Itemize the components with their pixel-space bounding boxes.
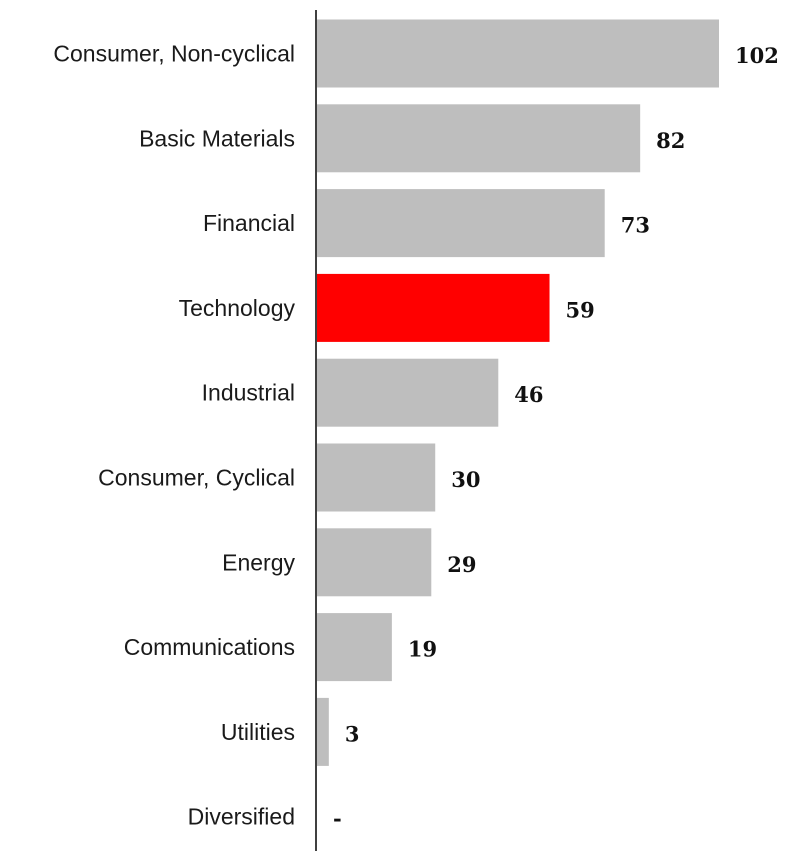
category-label-utilities: Utilities	[221, 719, 295, 745]
value-label-basic-materials: 82	[656, 128, 685, 153]
bar-communications	[317, 613, 392, 682]
category-label-technology: Technology	[179, 295, 296, 321]
category-label-basic-materials: Basic Materials	[139, 125, 295, 151]
value-label-utilities: 3	[345, 721, 360, 746]
value-label-industrial: 46	[514, 382, 543, 407]
value-label-energy: 29	[447, 552, 476, 577]
category-label-industrial: Industrial	[202, 380, 295, 406]
bar-energy	[317, 528, 432, 597]
bar-financial	[317, 189, 605, 258]
value-label-technology: 59	[566, 297, 595, 322]
category-labels-group: Consumer, Non-cyclical Basic Materials Fin…	[53, 41, 295, 830]
bar-technology	[317, 273, 550, 342]
category-label-energy: Energy	[222, 549, 295, 575]
bar-consumer-non-cyclical	[317, 19, 719, 88]
value-labels-group: 102 82 73 59 46 30 29 19 3 -	[333, 43, 779, 831]
bar-basic-materials	[317, 104, 641, 173]
value-label-financial: 73	[621, 213, 650, 238]
category-label-financial: Financial	[203, 210, 295, 236]
value-label-consumer-cyclical: 30	[451, 467, 480, 492]
bar-utilities	[317, 697, 329, 766]
bar-industrial	[317, 358, 499, 427]
category-label-consumer-non-cyclical: Consumer, Non-cyclical	[53, 41, 295, 67]
bar-consumer-cyclical	[317, 443, 436, 512]
value-label-diversified: -	[333, 806, 342, 831]
category-label-communications: Communications	[124, 634, 295, 660]
value-label-consumer-non-cyclical: 102	[735, 43, 779, 68]
value-label-communications: 19	[408, 637, 437, 662]
category-label-consumer-cyclical: Consumer, Cyclical	[98, 465, 295, 491]
bars-group	[317, 19, 719, 766]
category-label-diversified: Diversified	[188, 804, 295, 830]
